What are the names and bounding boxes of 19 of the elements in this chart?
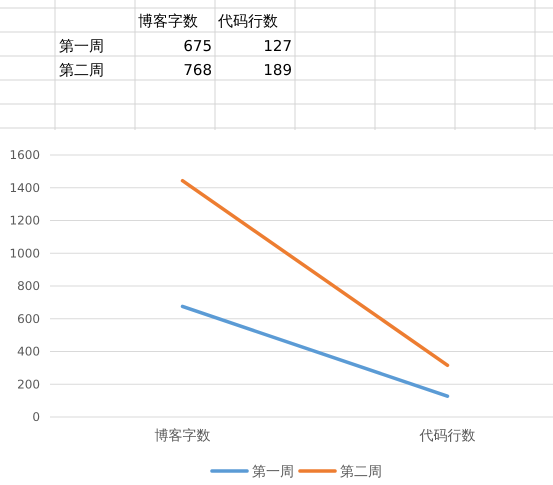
y-tick-label: 1000 [9,246,40,260]
y-tick-label: 800 [17,279,40,293]
y-tick-label: 0 [32,410,40,424]
text: 189 [263,61,292,79]
category-label: 博客字数 [138,12,198,30]
y-tick-label: 400 [17,344,40,358]
category-label: 代码行数 [218,12,278,30]
y-tick-label: 1400 [9,180,40,195]
text: 127 [263,37,292,55]
text: 768 [183,61,212,79]
text: 第二周 [59,61,104,79]
legend-label: 第一周 [252,464,294,480]
text: 675 [183,37,212,55]
legend-label: 第二周 [340,464,382,480]
y-tick-label: 600 [17,312,40,326]
y-tick-label: 200 [17,377,40,392]
y-tick-label: 1600 [9,148,40,162]
text: 第一周 [59,37,104,55]
y-tick-label: 1200 [9,214,40,228]
